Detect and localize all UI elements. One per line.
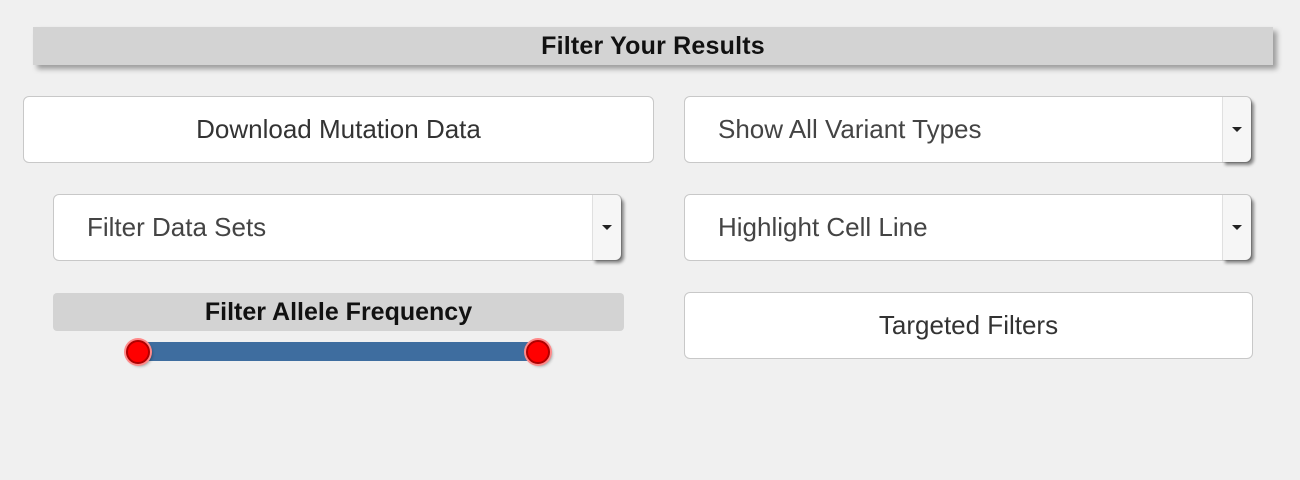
allele-frequency-min-handle[interactable] <box>126 340 150 364</box>
allele-frequency-header: Filter Allele Frequency <box>53 293 624 331</box>
cell-line-dropdown-toggle[interactable] <box>1222 195 1251 260</box>
filter-header: Filter Your Results <box>33 27 1273 65</box>
allele-frequency-label: Filter Allele Frequency <box>204 297 473 326</box>
allele-frequency-slider-track[interactable] <box>138 342 538 361</box>
download-button-label: Download Mutation Data <box>196 114 481 144</box>
chevron-down-icon <box>1232 225 1242 230</box>
variant-type-dropdown-toggle[interactable] <box>1222 97 1251 162</box>
targeted-filters-button[interactable]: Targeted Filters <box>684 292 1253 359</box>
cell-line-select-label: Highlight Cell Line <box>718 212 928 242</box>
allele-frequency-max-handle[interactable] <box>526 340 550 364</box>
data-sets-select-label: Filter Data Sets <box>87 212 267 242</box>
chevron-down-icon <box>1232 127 1242 132</box>
chevron-down-icon <box>602 225 612 230</box>
filter-title: Filter Your Results <box>541 31 765 60</box>
download-mutation-data-button[interactable]: Download Mutation Data <box>23 96 654 163</box>
variant-type-select-label: Show All Variant Types <box>718 114 982 144</box>
data-sets-dropdown-toggle[interactable] <box>592 195 621 260</box>
cell-line-select[interactable]: Highlight Cell Line <box>684 194 1252 261</box>
targeted-filters-label: Targeted Filters <box>878 310 1059 340</box>
data-sets-select[interactable]: Filter Data Sets <box>53 194 622 261</box>
variant-type-select[interactable]: Show All Variant Types <box>684 96 1252 163</box>
